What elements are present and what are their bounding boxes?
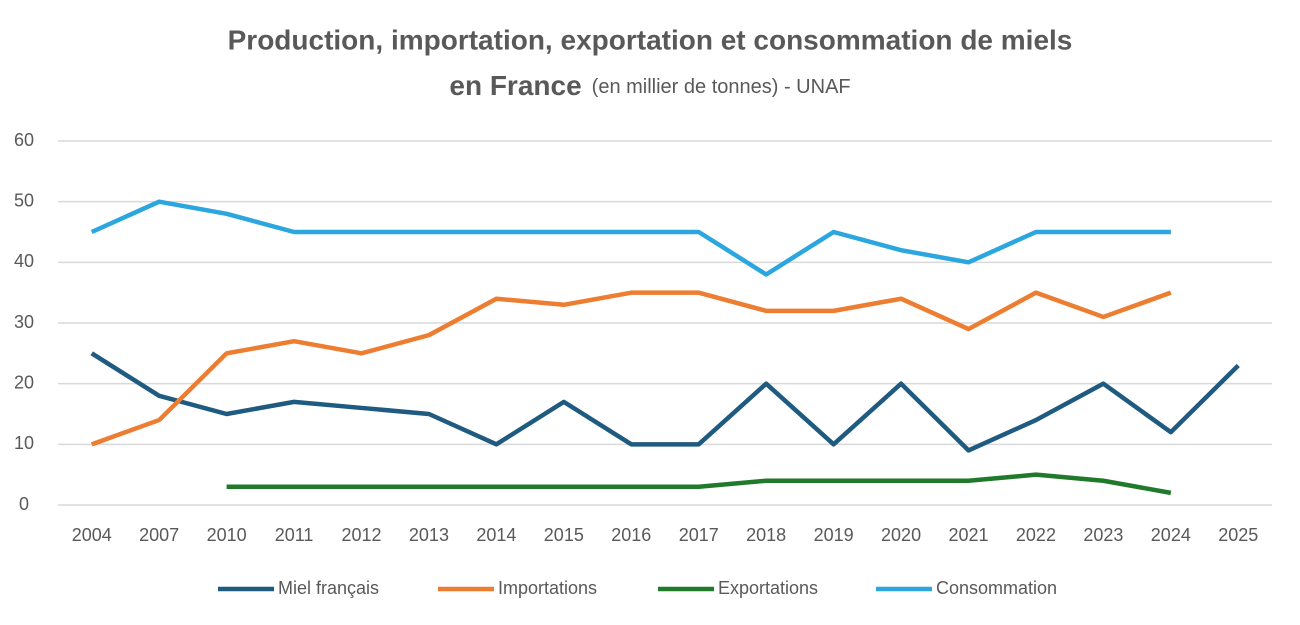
- chart-title: en France: [449, 70, 581, 101]
- chart-subtitle: (en millier de tonnes) - UNAF: [592, 76, 851, 98]
- x-tick-label: 2011: [275, 525, 314, 545]
- legend-label: Consommation: [936, 578, 1057, 598]
- chart-title-line2: en France (en millier de tonnes) - UNAF: [449, 70, 850, 101]
- series-line: [226, 472, 1172, 496]
- x-tick-label: 2007: [139, 525, 179, 545]
- legend-label: Miel français: [278, 578, 379, 598]
- x-tick-label: 2017: [679, 525, 719, 545]
- y-tick-label: 40: [14, 251, 34, 271]
- y-tick-label: 10: [14, 433, 34, 453]
- x-tick-label: 2021: [948, 525, 988, 545]
- x-tick-label: 2010: [207, 525, 247, 545]
- legend-label: Exportations: [718, 578, 818, 598]
- x-tick-label: 2004: [72, 525, 112, 545]
- x-tick-label: 2018: [746, 525, 786, 545]
- x-tick-label: 2019: [814, 525, 854, 545]
- series-line: [90, 351, 1240, 453]
- x-tick-label: 2025: [1218, 525, 1258, 545]
- x-tick-label: 2012: [341, 525, 381, 545]
- series-line: [90, 199, 1171, 277]
- x-tick-label: 2023: [1083, 525, 1123, 545]
- legend-label: Importations: [498, 578, 597, 598]
- x-tick-label: 2015: [544, 525, 584, 545]
- x-tick-label: 2014: [476, 525, 516, 545]
- y-tick-label: 30: [14, 312, 34, 332]
- x-tick-label: 2022: [1016, 525, 1056, 545]
- x-tick-label: 2016: [611, 525, 651, 545]
- x-tick-label: 2024: [1151, 525, 1191, 545]
- y-tick-label: 0: [19, 494, 29, 514]
- y-tick-label: 20: [14, 372, 34, 392]
- y-tick-label: 60: [14, 130, 34, 150]
- x-tick-label: 2020: [881, 525, 921, 545]
- chart-title: Production, importation, exportation et …: [228, 24, 1073, 55]
- series-line: [90, 290, 1172, 447]
- y-tick-label: 50: [14, 190, 34, 210]
- x-tick-label: 2013: [409, 525, 449, 545]
